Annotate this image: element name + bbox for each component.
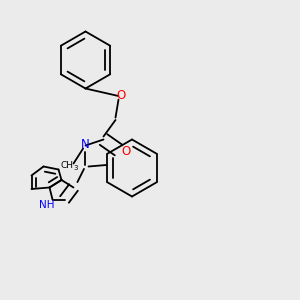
- Text: O: O: [116, 88, 125, 102]
- Text: CH: CH: [60, 161, 74, 170]
- Text: NH: NH: [39, 200, 54, 210]
- Text: O: O: [122, 145, 130, 158]
- Text: N: N: [81, 137, 90, 151]
- Text: 3: 3: [73, 165, 77, 171]
